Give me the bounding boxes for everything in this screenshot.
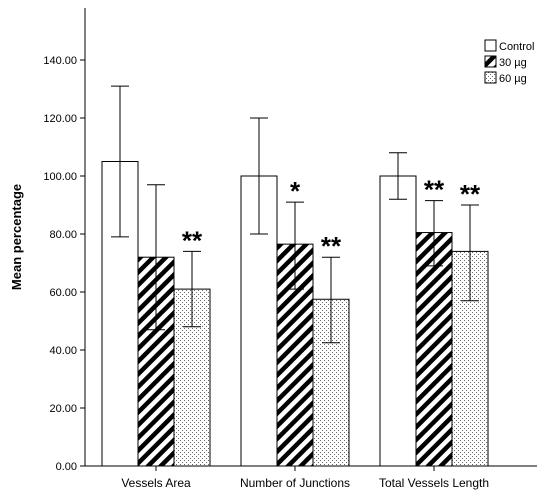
category-label: Vessels Area: [121, 476, 191, 490]
significance-marker: **: [424, 175, 445, 205]
y-tick-label: 80.00: [49, 229, 77, 241]
y-tick-label: 40.00: [49, 345, 77, 357]
category-label: Total Vessels Length: [379, 476, 489, 490]
category-label: Number of Junctions: [240, 476, 350, 490]
legend-label: 30 µg: [499, 57, 527, 69]
bar: [415, 232, 453, 467]
legend-label: Control: [499, 41, 534, 53]
y-axis-label: Mean percentage: [9, 184, 24, 290]
y-tick-label: 20.00: [49, 403, 77, 415]
y-tick-label: 60.00: [49, 287, 77, 299]
significance-marker: **: [460, 179, 481, 209]
significance-marker: *: [290, 176, 301, 206]
y-tick-label: 140.00: [43, 55, 77, 67]
bars: ******* **: [101, 85, 489, 467]
legend-swatch: [484, 39, 497, 52]
y-tick-label: 0.00: [56, 461, 77, 473]
y-tick-label: 120.00: [43, 113, 77, 125]
y-axis: 0.00 20.00 40.00 60.00 80.00 100.00 120.00 140.…: [43, 8, 86, 473]
legend-swatch: [484, 71, 497, 84]
legend-swatch: [484, 55, 497, 68]
significance-marker: **: [321, 231, 342, 261]
bar: [379, 175, 417, 467]
x-axis: Vessels Area Number of Junctions Total Ves…: [85, 465, 537, 490]
legend-label: 60 µg: [499, 73, 527, 85]
legend: Control 30 µg 60 µg: [484, 39, 534, 85]
y-tick-label: 100.00: [43, 171, 77, 183]
significance-marker: **: [182, 225, 203, 255]
